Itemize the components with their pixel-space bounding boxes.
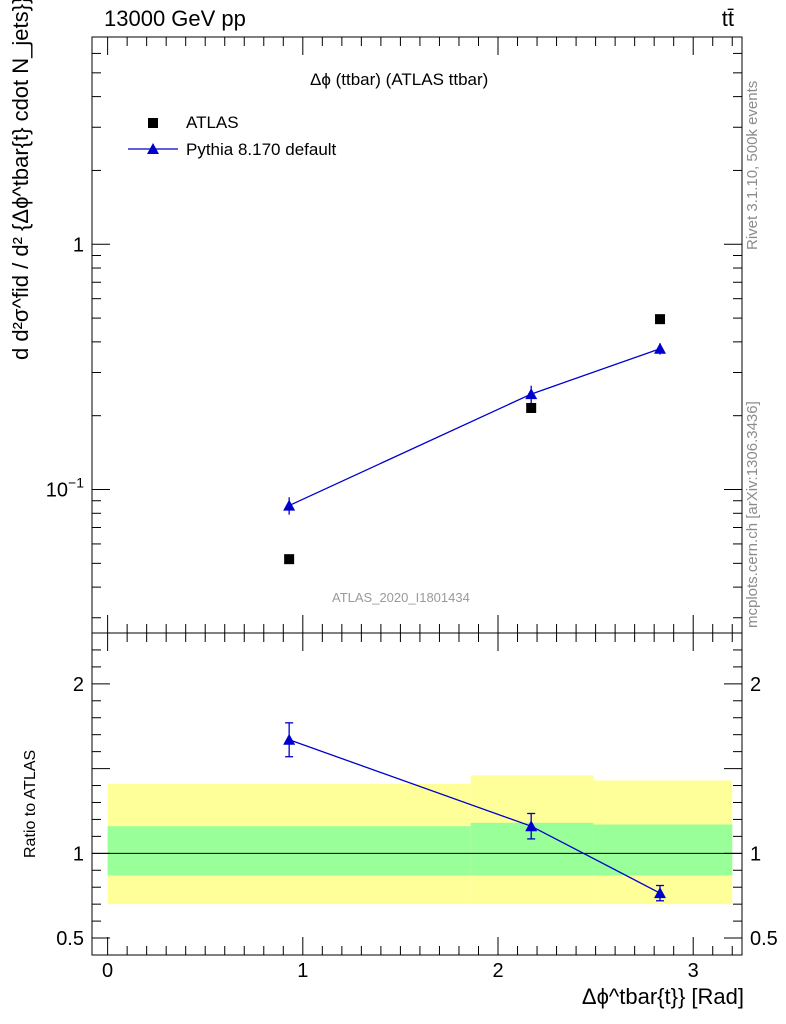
ratio-y-tick-label-right: 1: [750, 843, 761, 865]
atlas-point: [284, 554, 295, 565]
ratio-y-tick-label-left: 1: [73, 843, 84, 865]
y-tick-label: 1: [73, 234, 84, 256]
mcplots-label: mcplots.cern.ch [arXiv:1306.3436]: [744, 401, 761, 628]
legend-marker-pythia: [147, 143, 159, 154]
uncertainty-band-inner: [107, 826, 471, 876]
ratio-y-tick-label-right: 0.5: [750, 928, 778, 950]
ratio-pythia-point: [654, 887, 667, 899]
legend-label-atlas: ATLAS: [186, 113, 239, 132]
pythia-line: [288, 348, 661, 507]
atlas-point: [526, 402, 537, 413]
uncertainty-band-inner: [593, 824, 733, 876]
pythia-point: [525, 388, 538, 400]
ratio-pythia-point: [283, 733, 296, 745]
legend-label-pythia: Pythia 8.170 default: [186, 140, 337, 159]
x-tick-label: 2: [492, 960, 503, 982]
ratio-y-tick-label-left: 2: [73, 674, 84, 696]
ratio-pythia-point: [525, 820, 538, 832]
pythia-point: [283, 499, 296, 511]
ratio-y-axis-label: Ratio to ATLAS: [22, 749, 39, 858]
uncertainty-band-inner: [470, 822, 594, 876]
plot-title: Δϕ (ttbar) (ATLAS ttbar): [310, 70, 489, 89]
legend-marker-atlas: [148, 118, 158, 128]
x-tick-label: 1: [297, 960, 308, 982]
ratio-y-tick-label-right: 2: [750, 674, 761, 696]
x-tick-label: 3: [688, 960, 699, 982]
pythia-point: [654, 342, 667, 354]
x-tick-label: 0: [102, 960, 113, 982]
x-axis-label: Δϕ^tbar{t}} [Rad]: [581, 984, 744, 1009]
process-label: tt̄: [721, 6, 734, 31]
y-axis-label: d d²σ^fid / d² {Δϕ^tbar{t} cdot N_jets}}…: [8, 0, 33, 360]
y-tick-label: 10−1: [46, 475, 84, 502]
analysis-label: ATLAS_2020_I1801434: [332, 590, 470, 605]
atlas-point: [655, 314, 666, 325]
ratio-frame: [91, 632, 743, 956]
energy-label: 13000 GeV pp: [104, 6, 246, 31]
ratio-y-tick-label-left: 0.5: [56, 928, 84, 950]
rivet-version-label: Rivet 3.1.10, 500k events: [744, 80, 761, 250]
